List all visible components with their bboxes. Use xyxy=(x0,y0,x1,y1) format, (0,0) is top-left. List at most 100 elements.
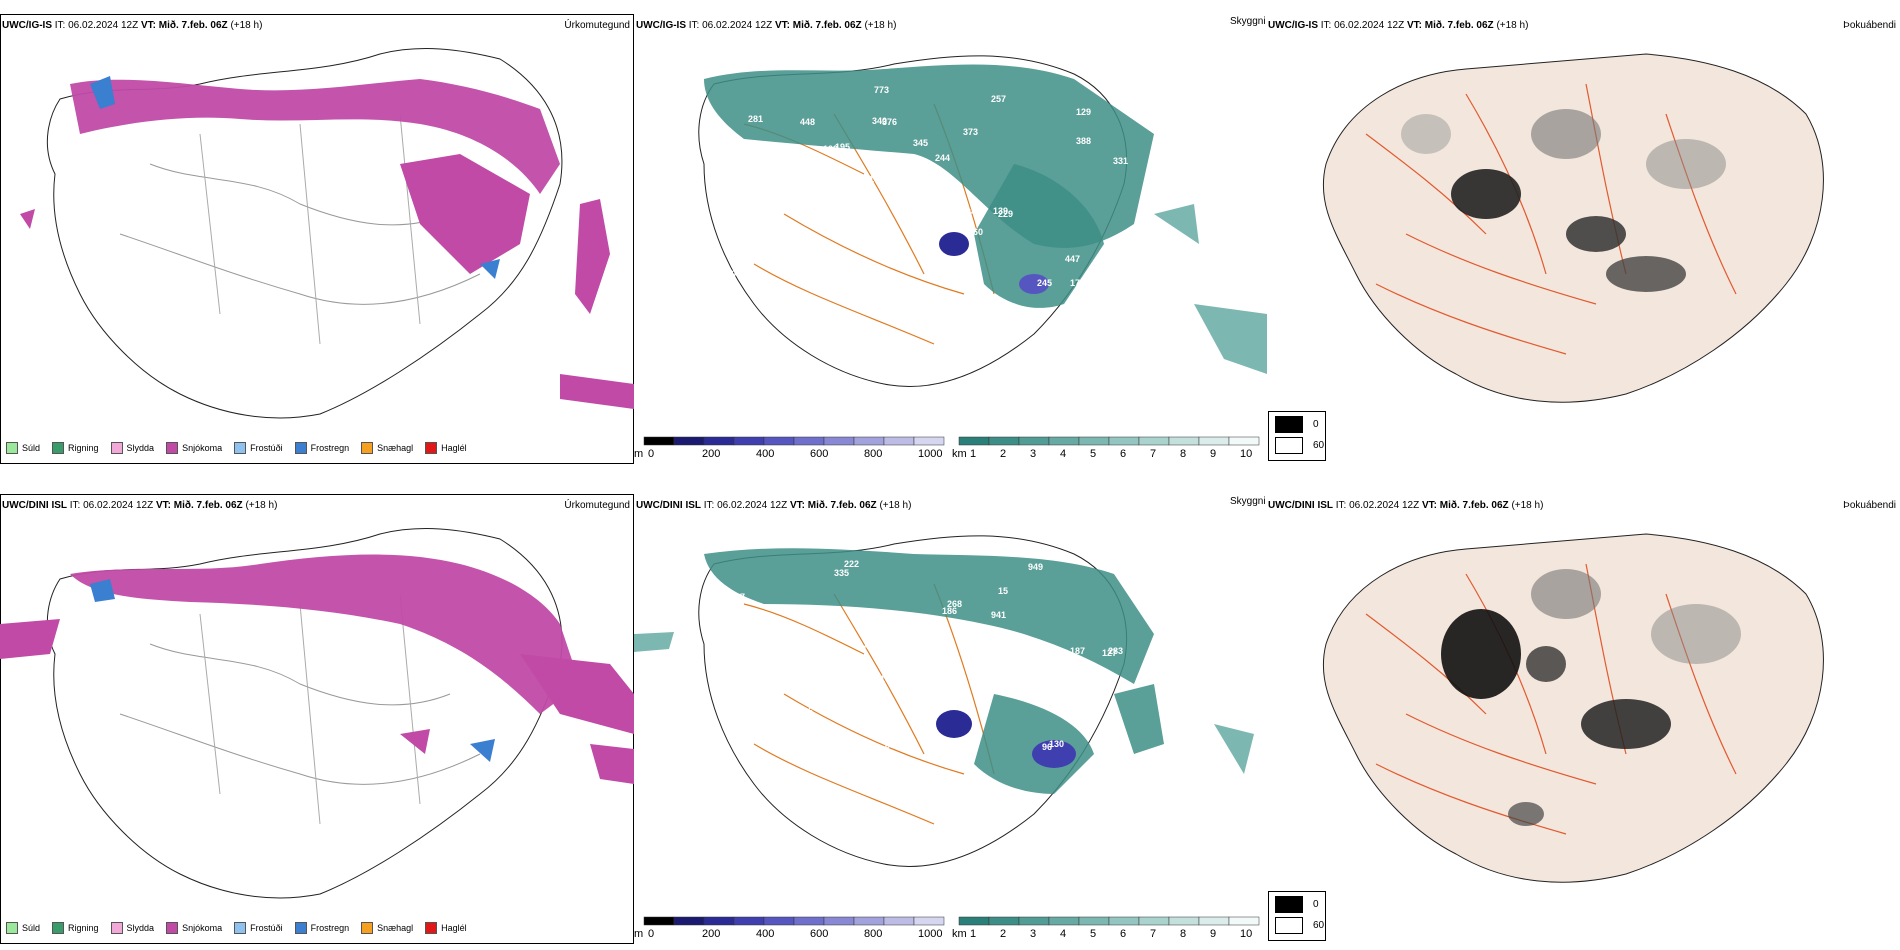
ceiling-height-label: 106 xyxy=(880,674,895,684)
ceiling-height-label: 260 xyxy=(968,227,983,237)
visibility-color-step xyxy=(1198,916,1230,926)
visibility-tick-label: 2 xyxy=(1000,928,1007,940)
ceiling-color-step xyxy=(643,436,675,446)
ceiling-height-label: 373 xyxy=(963,127,978,137)
fog-map-bottom xyxy=(1322,533,1824,883)
ceiling-color-step xyxy=(763,436,795,446)
it-value: 06.02.2024 12Z xyxy=(1334,20,1405,31)
legend-swatch xyxy=(52,922,65,934)
ceiling-tick-label: 200 xyxy=(702,448,721,460)
panel-title-fog: Þokuábendi xyxy=(1843,500,1896,511)
legend-item: Súld xyxy=(6,922,40,934)
visibility-color-step xyxy=(1198,436,1230,446)
legend-label: Slydda xyxy=(126,923,155,933)
ceiling-tick-label: 400 xyxy=(756,448,775,460)
ceiling-height-label: 29 xyxy=(1007,634,1017,644)
vt-label: VT: xyxy=(155,500,171,511)
panel-title-visibility: Skyggni xyxy=(1230,16,1266,27)
ceiling-height-label: 261 xyxy=(929,684,944,694)
ceiling-height-label: 388 xyxy=(1076,136,1091,146)
ceiling-height-label: 376 xyxy=(882,117,897,127)
header-top-right: UWC/IG-IS IT: 06.02.2024 12Z VT: Mið. 7.… xyxy=(1268,20,1528,31)
legend-label: Frostúði xyxy=(250,443,283,453)
legend-swatch xyxy=(166,922,179,934)
ceiling-height-label: 129 xyxy=(823,144,838,154)
vt-value: Mið. 7.feb. 06Z xyxy=(173,500,243,511)
visibility-color-step xyxy=(1048,916,1080,926)
ceiling-color-step xyxy=(643,916,675,926)
legend-label: Frostregn xyxy=(310,443,350,453)
fog-legend-item: 60 xyxy=(1275,917,1324,934)
ceiling-height-label: 27 xyxy=(735,592,745,602)
ceiling-height-label: 178 xyxy=(749,764,764,774)
visibility-color-step xyxy=(1138,916,1170,926)
legend-label: Snæhagl xyxy=(377,923,414,933)
ceiling-height-label: 96 xyxy=(1042,742,1052,752)
visibility-tick-label: 7 xyxy=(1150,448,1157,460)
ceiling-ticks: 0 200 400 600 800 1000 xyxy=(634,448,1262,462)
fog-legend-item: 0 xyxy=(1275,416,1319,433)
vt-value: Mið. 7.feb. 06Z xyxy=(1439,500,1509,511)
it-value: 06.02.2024 12Z xyxy=(83,500,154,511)
legend-label: Haglél xyxy=(441,443,467,453)
visibility-color-step xyxy=(1168,436,1200,446)
vt-value: Mið. 7.feb. 06Z xyxy=(1424,20,1494,31)
ceiling-height-label: 385 xyxy=(935,774,950,784)
visibility-tick-label: 3 xyxy=(1030,448,1037,460)
it-value: 06.02.2024 12Z xyxy=(1349,500,1420,511)
visibility-color-step xyxy=(1018,436,1050,446)
visibility-color-step xyxy=(988,916,1020,926)
panel-title-precip: Úrkomutegund xyxy=(564,500,630,511)
legend-swatch xyxy=(361,922,374,934)
ceiling-height-label: 222 xyxy=(844,559,859,569)
legend-item: Snjókoma xyxy=(166,922,222,934)
model-name: UWC/IG-IS xyxy=(2,20,52,31)
lead-time: (+18 h) xyxy=(864,20,897,31)
ceiling-height-label: 773 xyxy=(874,85,889,95)
ceiling-height-label: 525 xyxy=(721,717,736,727)
panel-title-fog: Þokuábendi xyxy=(1843,20,1896,31)
visibility-color-step xyxy=(1018,916,1050,926)
ceiling-height-label: 283 xyxy=(1108,646,1123,656)
ceiling-height-label: 124 xyxy=(886,648,901,658)
legend-label: Frostúði xyxy=(250,923,283,933)
visibility-color-step xyxy=(1138,436,1170,446)
ceiling-color-step xyxy=(823,916,855,926)
model-name: UWC/IG-IS xyxy=(636,20,686,31)
precip-map-top xyxy=(0,14,634,464)
ceiling-color-step xyxy=(793,916,825,926)
ceiling-tick-label: 1000 xyxy=(918,448,943,460)
legend-label: Snjókoma xyxy=(182,443,223,453)
panel-title-precip: Úrkomutegund xyxy=(564,20,630,31)
ceiling-color-step xyxy=(913,436,945,446)
legend-swatch xyxy=(52,442,65,454)
visibility-panel-top: 179 168 129 128 373 461 340 345 180 195 306 633 376 2… xyxy=(634,14,1267,464)
vt-label: VT: xyxy=(1406,20,1422,31)
visibility-color-step xyxy=(1228,916,1260,926)
ceiling-height-label: 340 xyxy=(872,116,887,126)
ceiling-height-label: 268 xyxy=(947,599,962,609)
ceiling-height-label: 96 xyxy=(742,721,752,731)
ceiling-height-label: 447 xyxy=(1065,254,1080,264)
fog-legend-swatch xyxy=(1275,896,1303,913)
ceiling-height-label: 32 xyxy=(870,249,880,259)
it-label: IT: xyxy=(1320,20,1332,31)
lead-time: (+18 h) xyxy=(1496,20,1529,31)
ceiling-height-label: 257 xyxy=(991,94,1006,104)
ceiling-color-step xyxy=(763,916,795,926)
ceiling-color-step xyxy=(733,916,765,926)
ceiling-tick-label: 600 xyxy=(810,448,829,460)
ceiling-height-label: 10 xyxy=(916,290,926,300)
it-label: IT: xyxy=(1335,500,1347,511)
ceiling-tick-label: 200 xyxy=(702,928,721,940)
ceiling-height-label: 231 xyxy=(835,674,850,684)
header-top-left: UWC/IG-IS IT: 06.02.2024 12Z VT: Mið. 7.… xyxy=(2,20,262,31)
ceiling-height-label: 306 xyxy=(726,269,741,279)
legend-swatch xyxy=(110,922,123,934)
ceiling-height-label: 180 xyxy=(762,642,777,652)
lead-time: (+18 h) xyxy=(1511,500,1544,511)
fog-legend-label: 0 xyxy=(1313,419,1319,430)
lead-time: (+18 h) xyxy=(245,500,278,511)
visibility-map-top: 179 168 129 128 373 461 340 345 180 195 306 633 376 2… xyxy=(698,55,1267,388)
visibility-tick-label: 5 xyxy=(1090,448,1097,460)
